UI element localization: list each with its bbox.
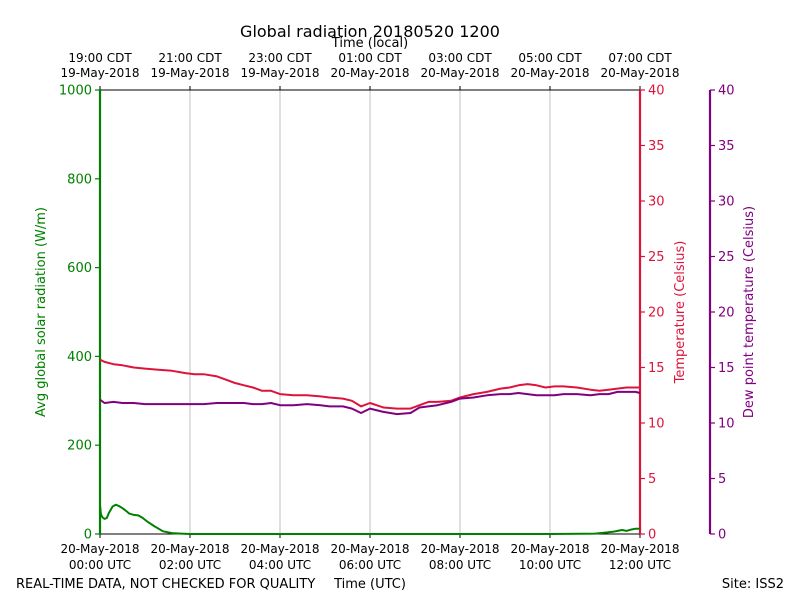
x-tick-top-label-date: 19-May-2018 xyxy=(240,66,319,80)
x-tick-top-label-time: 21:00 CDT xyxy=(158,51,222,65)
dewpoint-y-tick-label: 35 xyxy=(718,139,735,154)
radiation-axis-label: Avg global solar radiation (W/m) xyxy=(34,207,49,417)
chart-title: Global radiation 20180520 1200 xyxy=(240,22,500,41)
x-tick-top-label-time: 01:00 CDT xyxy=(338,51,402,65)
dewpoint-y-tick-label: 15 xyxy=(718,361,735,376)
x-tick-label-time: 10:00 UTC xyxy=(519,558,581,572)
x-tick-top-label-date: 19-May-2018 xyxy=(150,66,229,80)
x-tick-label-date: 20-May-2018 xyxy=(510,542,589,556)
x-tick-label-time: 04:00 UTC xyxy=(249,558,311,572)
radiation-y-tick-label: 400 xyxy=(67,350,92,365)
x-tick-label-time: 02:00 UTC xyxy=(159,558,221,572)
radiation-y-tick-label: 800 xyxy=(67,172,92,187)
x-axis-label: Time (UTC) xyxy=(333,577,406,592)
temperature-y-tick-label: 40 xyxy=(648,84,665,99)
x-tick-top-label-date: 20-May-2018 xyxy=(420,66,499,80)
radiation-y-tick-label: 1000 xyxy=(59,84,92,99)
site-label: Site: ISS2 xyxy=(722,577,784,592)
dewpoint-y-tick-label: 40 xyxy=(718,84,735,99)
x-tick-label-time: 06:00 UTC xyxy=(339,558,401,572)
x-tick-label-date: 20-May-2018 xyxy=(240,542,319,556)
dewpoint-y-tick-label: 20 xyxy=(718,306,735,321)
temperature-y-tick-label: 35 xyxy=(648,139,665,154)
radiation-y-tick-label: 200 xyxy=(67,439,92,454)
quality-disclaimer: REAL-TIME DATA, NOT CHECKED FOR QUALITY xyxy=(16,577,315,592)
temperature-axis-label: Temperature (Celsius) xyxy=(673,241,688,385)
radiation-y-tick-label: 0 xyxy=(84,528,92,543)
x-tick-label-date: 20-May-2018 xyxy=(150,542,229,556)
x-tick-top-label-date: 20-May-2018 xyxy=(510,66,589,80)
dewpoint-y-tick-label: 0 xyxy=(718,528,726,543)
x-tick-top-label-date: 19-May-2018 xyxy=(60,66,139,80)
x-tick-top-label-date: 20-May-2018 xyxy=(330,66,409,80)
x-tick-label-date: 20-May-2018 xyxy=(330,542,409,556)
x-tick-top-label-time: 07:00 CDT xyxy=(608,51,672,65)
radiation-series-line xyxy=(99,503,640,535)
x-tick-top-label-time: 23:00 CDT xyxy=(248,51,312,65)
x-tick-label-date: 20-May-2018 xyxy=(420,542,499,556)
dewpoint-y-tick-label: 25 xyxy=(718,250,735,265)
x-tick-top-label-time: 05:00 CDT xyxy=(518,51,582,65)
dewpoint-y-tick-label: 30 xyxy=(718,195,735,210)
x-tick-label-date: 20-May-2018 xyxy=(600,542,679,556)
x-tick-label-time: 00:00 UTC xyxy=(69,558,131,572)
dewpoint-y-tick-label: 5 xyxy=(718,472,726,487)
x-tick-top-label-time: 03:00 CDT xyxy=(428,51,492,65)
temperature-series-line xyxy=(99,358,640,410)
temperature-y-tick-label: 20 xyxy=(648,306,665,321)
x-tick-label-time: 08:00 UTC xyxy=(429,558,491,572)
dewpoint-axis-label: Dew point temperature (Celsius) xyxy=(742,206,757,418)
temperature-y-tick-label: 25 xyxy=(648,250,665,265)
x-tick-top-label-time: 19:00 CDT xyxy=(68,51,132,65)
temperature-y-tick-label: 15 xyxy=(648,361,665,376)
x-tick-top-label-date: 20-May-2018 xyxy=(600,66,679,80)
x-tick-label-date: 20-May-2018 xyxy=(60,542,139,556)
dewpoint-series-line xyxy=(99,390,641,416)
temperature-y-tick-label: 0 xyxy=(648,528,656,543)
temperature-y-tick-label: 10 xyxy=(648,417,665,432)
radiation-y-tick-label: 600 xyxy=(67,261,92,276)
x-tick-label-time: 12:00 UTC xyxy=(609,558,671,572)
top-axis-label: Time (local) xyxy=(331,36,408,51)
temperature-y-tick-label: 5 xyxy=(648,472,656,487)
temperature-y-tick-label: 30 xyxy=(648,195,665,210)
dewpoint-y-tick-label: 10 xyxy=(718,417,735,432)
